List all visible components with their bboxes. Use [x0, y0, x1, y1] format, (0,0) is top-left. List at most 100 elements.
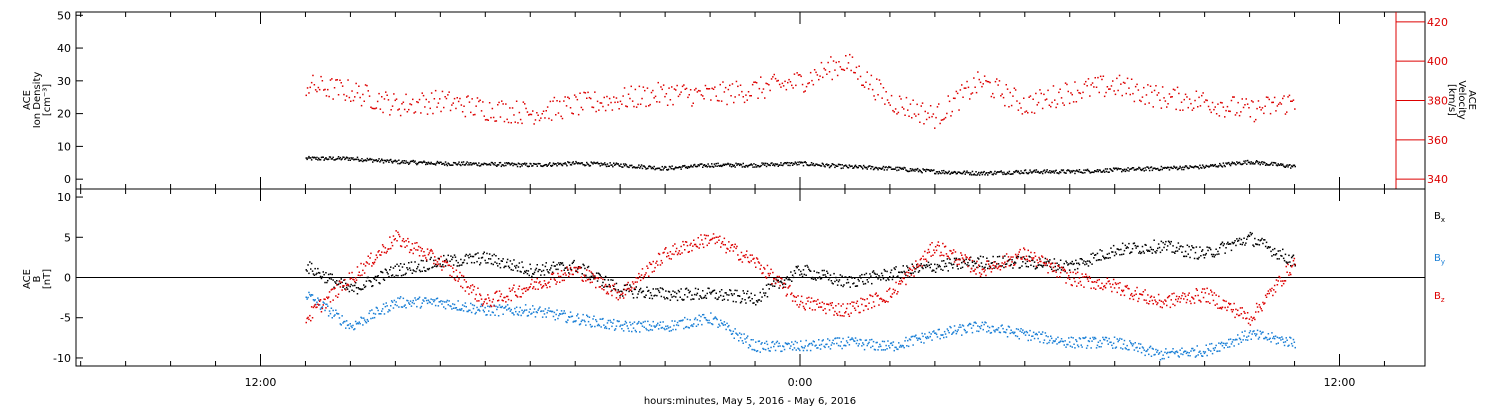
density-point: [1187, 167, 1189, 170]
By-point: [1197, 354, 1199, 356]
By-point: [545, 316, 547, 318]
Bx-point: [405, 272, 407, 275]
density-point: [849, 165, 851, 168]
By-point: [672, 328, 674, 331]
velocity-point: [608, 97, 611, 100]
density-point: [634, 167, 637, 169]
velocity-point: [394, 99, 396, 102]
Bx-point: [1251, 232, 1253, 235]
density-point: [879, 167, 881, 169]
Bz-point: [701, 239, 703, 241]
Bx-point: [1130, 251, 1133, 253]
Bx-point: [1131, 248, 1134, 250]
velocity-point: [540, 117, 542, 119]
Bz-point: [785, 295, 788, 297]
density-point: [343, 156, 345, 159]
Bx-point: [346, 288, 349, 290]
Bx-point: [1050, 268, 1053, 270]
Bz-point: [322, 304, 324, 306]
Bz-point: [563, 279, 565, 282]
Bx-point: [350, 283, 352, 286]
density-point: [370, 158, 372, 161]
Bx-point: [624, 284, 627, 286]
Bx-point: [670, 293, 672, 296]
velocity-point: [466, 96, 468, 98]
Bz-point: [411, 243, 414, 245]
Bz-point: [837, 303, 840, 305]
velocity-point: [989, 81, 991, 84]
Bx-point: [597, 272, 600, 274]
density-point: [378, 158, 380, 160]
By-point: [535, 311, 538, 313]
Bz-point: [965, 256, 967, 258]
density-point: [559, 162, 561, 165]
density-point: [1045, 170, 1047, 173]
velocity-point: [1261, 107, 1264, 109]
Bx-point: [545, 262, 547, 264]
Bx-point: [1014, 262, 1017, 264]
density-point: [528, 165, 530, 167]
By-point: [1216, 350, 1218, 353]
Bz-point: [782, 287, 784, 289]
Bz-point: [1046, 258, 1048, 261]
Bx-point: [764, 294, 766, 297]
density-point: [1094, 170, 1096, 172]
density-point: [949, 173, 951, 175]
Bx-point: [1108, 252, 1110, 255]
Bx-point: [1125, 247, 1127, 249]
density-point: [395, 160, 397, 163]
density-point: [344, 158, 346, 161]
velocity-point: [950, 115, 952, 117]
density-point: [1083, 169, 1085, 171]
Bx-point: [884, 270, 886, 272]
velocity-point: [583, 91, 585, 94]
Bz-point: [954, 251, 957, 253]
velocity-point: [1292, 99, 1295, 101]
Bz-point: [1101, 282, 1103, 285]
Bz-point: [687, 251, 690, 253]
Bx-point: [969, 256, 972, 258]
velocity-point: [749, 95, 751, 97]
density-point: [725, 163, 727, 166]
density-point: [457, 163, 459, 165]
Bz-point: [572, 273, 574, 276]
Bz-point: [575, 269, 577, 272]
velocity-point: [1121, 94, 1123, 97]
By-point: [883, 340, 886, 343]
velocity-point: [675, 89, 677, 91]
By-point: [737, 334, 739, 336]
density-point: [735, 162, 737, 165]
Bz-point: [941, 254, 943, 256]
By-point: [336, 312, 338, 315]
Bx-point: [508, 267, 511, 269]
velocity-point: [1068, 102, 1071, 105]
density-point: [935, 171, 938, 173]
By-point: [649, 328, 652, 331]
density-point: [1010, 173, 1012, 175]
By-point: [751, 348, 753, 351]
density-point: [319, 159, 322, 161]
Bx-point: [362, 288, 364, 290]
Bz-point: [922, 255, 924, 257]
density-point: [1256, 161, 1259, 163]
By-point: [422, 299, 424, 301]
By-point: [1149, 345, 1152, 348]
Bz-point: [403, 240, 405, 243]
By-point: [863, 348, 866, 351]
density-point: [535, 163, 538, 165]
By-point: [455, 307, 458, 309]
Bx-point: [340, 278, 342, 280]
Bx-point: [915, 268, 917, 270]
velocity-point: [881, 97, 883, 99]
Bz-point: [305, 321, 307, 324]
density-point: [894, 168, 896, 170]
velocity-point: [470, 111, 472, 114]
Bx-point: [1041, 266, 1044, 268]
density-point: [1125, 168, 1127, 171]
By-point: [924, 333, 926, 335]
density-point: [1154, 167, 1156, 170]
density-point: [305, 157, 307, 159]
density-point: [422, 161, 424, 163]
Bx-point: [399, 263, 402, 265]
By-point: [1112, 347, 1114, 349]
